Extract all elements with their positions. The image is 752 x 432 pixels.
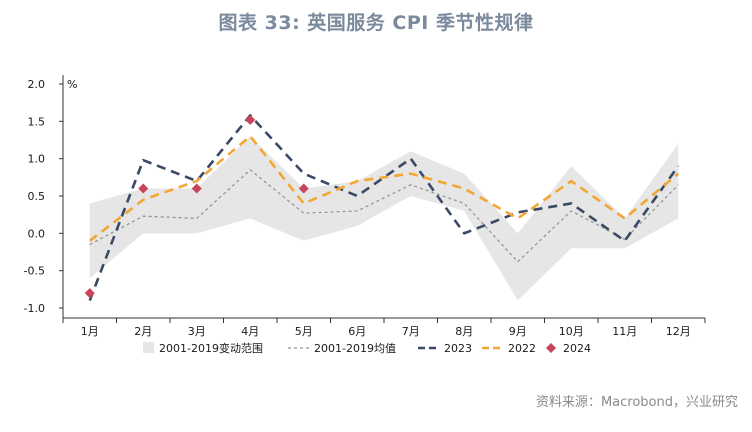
legend-label: 2024 <box>563 342 591 355</box>
series-2024-point <box>298 183 309 194</box>
x-tick-label: 9月 <box>509 325 527 338</box>
series-layer <box>84 114 680 301</box>
x-tick-label: 3月 <box>188 325 206 338</box>
series-2024-point <box>191 183 202 194</box>
series-2001-2019--line <box>89 169 679 263</box>
legend-swatch-marker <box>546 343 556 353</box>
source-note: 资料来源：Macrobond，兴业研究 <box>535 395 738 410</box>
y-ticks: 2.0 1.5 1.0 0.5 0.0 -0.5 -1.0 <box>24 78 63 315</box>
chart-title: 图表 33: 英国服务 CPI 季节性规律 <box>218 12 534 34</box>
series-2023-line <box>88 114 680 301</box>
x-tick-label: 5月 <box>295 325 313 338</box>
legend: 2001-2019变动范围 2001-2019均值 2023 2022 2024 <box>143 341 591 355</box>
x-ticks: 1月 2月 3月 4月 5月 6月 7月 8月 9月 10月 11月 12月 <box>62 318 706 338</box>
y-tick-label: 0.0 <box>28 227 46 240</box>
y-tick-label: -0.5 <box>24 265 45 278</box>
y-tick-label: 1.5 <box>28 115 46 128</box>
y-tick-label: 1.0 <box>28 153 46 166</box>
x-tick-label: 10月 <box>559 325 584 338</box>
legend-swatch-band <box>143 342 154 353</box>
legend-label: 2022 <box>508 342 536 355</box>
x-tick-label: 11月 <box>612 325 637 338</box>
series-2022-line <box>88 134 680 242</box>
x-tick-label: 6月 <box>348 325 366 338</box>
series-2024-point <box>138 183 149 194</box>
range-band-layer <box>89 136 679 301</box>
y-tick-label: 2.0 <box>28 78 46 91</box>
x-tick-label: 7月 <box>402 325 420 338</box>
legend-label: 2023 <box>444 342 472 355</box>
x-tick-label: 1月 <box>81 325 99 338</box>
x-tick-label: 2月 <box>134 325 152 338</box>
legend-label: 2001-2019均值 <box>314 342 396 355</box>
y-tick-label: 0.5 <box>28 190 46 203</box>
x-tick-label: 12月 <box>666 325 691 338</box>
y-tick-label: -1.0 <box>24 302 45 315</box>
x-tick-label: 4月 <box>241 325 259 338</box>
x-tick-label: 8月 <box>455 325 473 338</box>
range-band <box>89 136 679 301</box>
legend-label: 2001-2019变动范围 <box>159 341 263 355</box>
series-2024-point <box>245 114 256 125</box>
y-unit-label: % <box>67 78 77 91</box>
series-2024-point <box>84 288 95 299</box>
